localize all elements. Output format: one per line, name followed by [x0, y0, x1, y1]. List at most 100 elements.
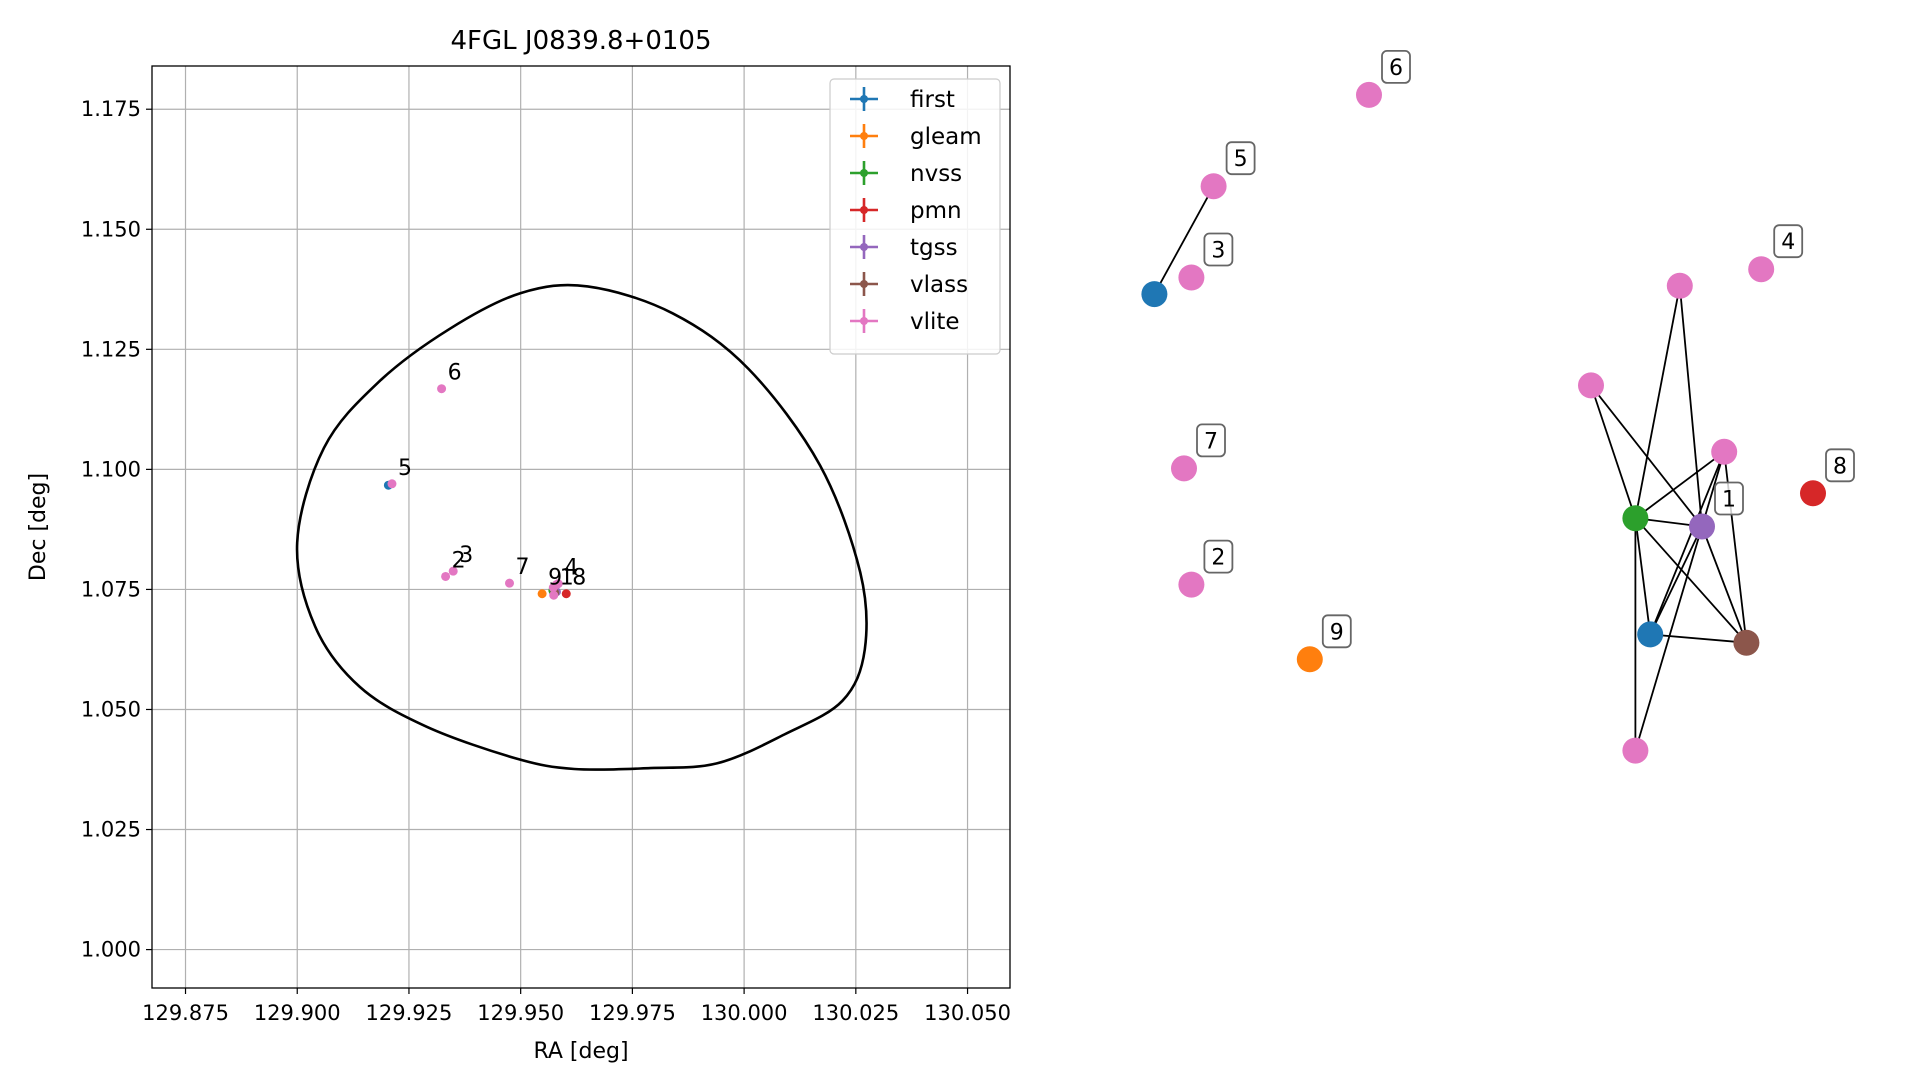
ellipse-curve: [295, 283, 868, 771]
network-node: [1733, 629, 1760, 656]
network-node: [1200, 173, 1227, 200]
point-label: 6: [448, 361, 462, 386]
y-axis-label: Dec [deg]: [26, 473, 51, 581]
network-edge: [1649, 526, 1703, 635]
network-panel: 1 2 3 4 5 6 7 8 9: [1141, 50, 1855, 764]
point-label: 7: [516, 555, 530, 580]
network-label: 5: [1234, 147, 1248, 172]
x-axis-label: RA [deg]: [533, 1039, 628, 1064]
network-node: [1141, 281, 1168, 308]
network-edge: [1649, 451, 1726, 635]
network-label: 3: [1211, 239, 1225, 264]
legend: first gleam nvss pmn tgss vlass vlite: [829, 78, 1001, 355]
network-label-box: [1196, 423, 1226, 458]
network-node: [1356, 81, 1382, 108]
legend-marker: [860, 206, 868, 214]
y-tick-label: 1.150: [81, 217, 141, 241]
network-node: [1296, 646, 1323, 673]
point-label: 2: [452, 548, 466, 573]
network-label: 1: [1722, 488, 1736, 513]
network-edge: [1634, 517, 1748, 644]
network-node: [1800, 480, 1826, 507]
x-tick-label: 129.950: [477, 1001, 564, 1025]
network-node: [1171, 455, 1197, 482]
network-labels: 1 2 3 4 5 6 7 8 9: [1196, 50, 1855, 649]
x-tick-label: 129.900: [254, 1001, 341, 1025]
network-label-box: [1773, 224, 1804, 259]
legend-label: pmn: [910, 198, 962, 224]
point-label: 5: [398, 456, 412, 481]
y-ticks: 1.000 1.025 1.050 1.075 1.100 1.125 1.150 1.175: [81, 97, 152, 962]
network-label-box: [1825, 448, 1855, 483]
point-vlite: [448, 566, 458, 576]
point-label: 8: [572, 566, 586, 591]
point-vlite: [387, 479, 397, 489]
chart-title: 4FGL J0839.8+0105: [451, 26, 712, 56]
network-label: 6: [1389, 56, 1403, 81]
point-label: 4: [564, 556, 578, 581]
plot-frame: [151, 65, 1011, 989]
legend-label: gleam: [910, 124, 982, 150]
network-label-box: [1321, 614, 1352, 649]
x-tick-label: 129.925: [366, 1001, 453, 1025]
network-node: [1178, 571, 1205, 598]
network-node: [1622, 737, 1649, 764]
legend-marker: [860, 280, 868, 288]
legend-label: first: [910, 87, 955, 113]
legend-marker: [860, 243, 868, 251]
network-node: [1689, 513, 1715, 540]
x-tick-label: 129.875: [142, 1001, 229, 1025]
point-gleam: [537, 589, 547, 599]
point-label: 1: [560, 565, 574, 590]
point-vlite: [551, 580, 561, 590]
network-nodes: [1141, 81, 1826, 764]
network-node: [1711, 438, 1738, 465]
network-edge: [1634, 285, 1681, 519]
network-edge: [1701, 526, 1748, 644]
y-tick-label: 1.075: [81, 577, 141, 601]
y-tick-label: 1.100: [81, 457, 141, 481]
network-edge: [1590, 385, 1637, 519]
network-label-box: [1225, 141, 1256, 176]
x-ticks: 129.875 129.900 129.925 129.950 129.975 130.0…: [142, 988, 1011, 1025]
x-tick-label: 130.050: [924, 1001, 1011, 1025]
legend-label: vlite: [910, 309, 960, 335]
legend-marker: [860, 132, 868, 140]
network-label: 7: [1204, 429, 1218, 454]
network-edge: [1634, 518, 1652, 635]
legend-marker: [860, 169, 868, 177]
x-tick-label: 130.025: [812, 1001, 899, 1025]
y-tick-label: 1.000: [81, 938, 141, 962]
network-label: 2: [1211, 546, 1225, 571]
network-edge: [1678, 285, 1703, 527]
legend-label: tgss: [910, 235, 958, 261]
y-tick-label: 1.125: [81, 337, 141, 361]
data-points: [383, 384, 571, 600]
point-label: 9: [548, 566, 562, 591]
network-node: [1748, 256, 1775, 283]
confidence-ellipse: [295, 283, 868, 771]
y-tick-label: 1.175: [81, 97, 141, 121]
network-edge: [1153, 185, 1215, 295]
network-edges: [1153, 185, 1748, 751]
network-edge: [1590, 384, 1703, 528]
x-tick-label: 129.975: [589, 1001, 676, 1025]
network-node: [1578, 372, 1604, 399]
point-pmn: [561, 589, 571, 599]
network-edge: [1634, 451, 1726, 751]
y-tick-label: 1.050: [81, 697, 141, 721]
legend-marker: [860, 317, 868, 325]
network-label-box: [1714, 481, 1744, 516]
network-label-box: [1381, 50, 1411, 84]
network-edge: [1650, 633, 1747, 644]
network-node: [1178, 264, 1205, 291]
network-node: [1666, 272, 1693, 299]
network-edge: [1634, 451, 1725, 519]
x-tick-label: 130.000: [701, 1001, 788, 1025]
network-label: 9: [1330, 620, 1344, 645]
legend-label: vlass: [910, 272, 968, 298]
network-label-box: [1203, 539, 1234, 574]
